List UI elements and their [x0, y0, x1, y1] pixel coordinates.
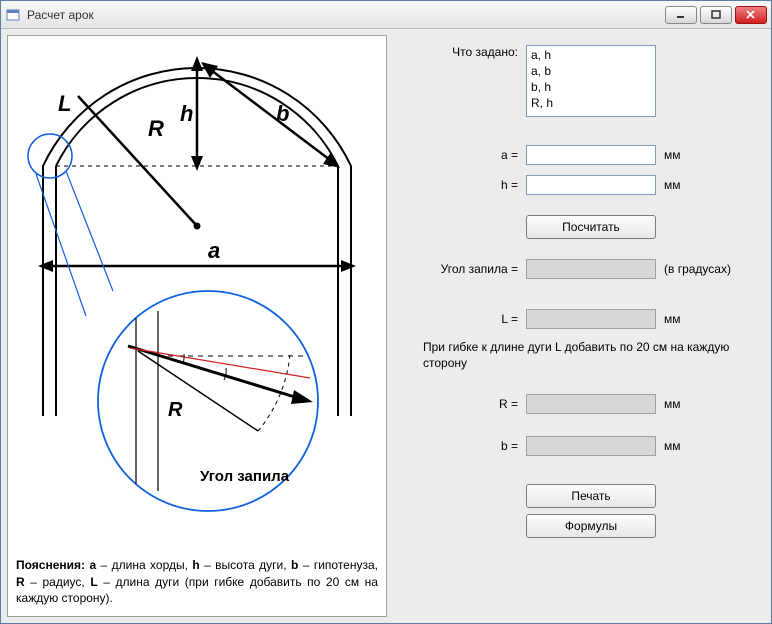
explain-b-text: – гипотенуза,	[298, 558, 378, 572]
given-option-Rh[interactable]: R, h	[530, 95, 652, 111]
R-output	[526, 394, 656, 414]
svg-text:L: L	[58, 91, 71, 116]
b-label: b =	[423, 439, 518, 453]
b-unit: мм	[664, 439, 681, 453]
explain-R-text: – радиус,	[25, 575, 91, 589]
client-area: L R h b a	[1, 29, 771, 623]
explain-h-label: h	[192, 558, 199, 572]
svg-text:Угол запила: Угол запила	[200, 468, 290, 485]
bend-note: При гибке к длине дуги L добавить по 20 …	[423, 337, 745, 374]
explanation-text: Пояснения: a – длина хорды, h – высота д…	[8, 551, 386, 616]
b-output	[526, 436, 656, 456]
a-unit: мм	[664, 148, 681, 162]
L-unit: мм	[664, 312, 681, 326]
explain-h-text: – высота дуги,	[200, 558, 291, 572]
given-label: Что задано:	[423, 45, 518, 59]
app-window: Расчет арок	[0, 0, 772, 624]
calculate-button[interactable]: Посчитать	[526, 215, 656, 239]
L-output	[526, 309, 656, 329]
given-option-ab[interactable]: a, b	[530, 63, 652, 79]
h-input[interactable]	[526, 175, 656, 195]
L-label: L =	[423, 312, 518, 326]
explain-R-label: R	[16, 575, 25, 589]
print-button[interactable]: Печать	[526, 484, 656, 508]
a-label: a =	[423, 148, 518, 162]
svg-text:h: h	[180, 101, 193, 126]
given-option-ah[interactable]: a, h	[530, 47, 652, 63]
svg-text:R: R	[168, 399, 183, 421]
titlebar[interactable]: Расчет арок	[1, 1, 771, 29]
angle-unit: (в градусах)	[664, 262, 731, 276]
window-title: Расчет арок	[27, 8, 665, 22]
diagram-panel: L R h b a	[7, 35, 387, 617]
angle-label: Угол запила =	[423, 262, 518, 276]
explain-L-label: L	[90, 575, 97, 589]
diagram: L R h b a	[8, 36, 386, 551]
a-input[interactable]	[526, 145, 656, 165]
R-unit: мм	[664, 397, 681, 411]
close-button[interactable]	[735, 6, 767, 24]
form-panel: Что задано: a, h a, b b, h R, h a = мм h…	[393, 35, 765, 617]
maximize-button[interactable]	[700, 6, 732, 24]
formulas-button[interactable]: Формулы	[526, 514, 656, 538]
svg-text:R: R	[148, 116, 164, 141]
explain-a-text: – длина хорды,	[96, 558, 192, 572]
h-label: h =	[423, 178, 518, 192]
svg-text:b: b	[276, 101, 289, 126]
given-option-bh[interactable]: b, h	[530, 79, 652, 95]
angle-output	[526, 259, 656, 279]
given-listbox[interactable]: a, h a, b b, h R, h	[526, 45, 656, 117]
app-icon	[5, 7, 21, 23]
R-label: R =	[423, 397, 518, 411]
window-controls	[665, 6, 767, 24]
explain-prefix: Пояснения:	[16, 558, 89, 572]
svg-text:a: a	[208, 238, 220, 263]
h-unit: мм	[664, 178, 681, 192]
minimize-button[interactable]	[665, 6, 697, 24]
